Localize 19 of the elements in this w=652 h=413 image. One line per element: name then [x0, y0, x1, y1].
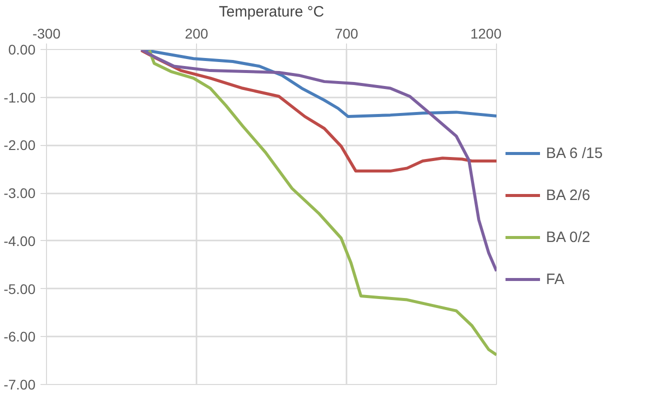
y-tick-label: -6.00 — [4, 328, 36, 345]
y-tick-label: -4.00 — [4, 232, 36, 249]
legend-label: BA 0/2 — [546, 228, 590, 246]
legend-label: BA 2/6 — [546, 186, 590, 204]
y-tick-label: -2.00 — [4, 137, 36, 154]
y-tick-label: 0.00 — [8, 42, 36, 58]
x-tick-label: -300 — [32, 26, 61, 42]
y-tick-label: -1.00 — [4, 89, 36, 106]
y-tick-label: -7.00 — [4, 376, 36, 392]
legend-label: BA 6 /15 — [546, 144, 603, 162]
x-tick-label: 700 — [334, 26, 358, 42]
line-series — [148, 50, 496, 356]
x-axis-title: Temperature °C — [218, 4, 324, 20]
x-tick-label: 200 — [184, 26, 208, 42]
y-tick-label: -3.00 — [4, 185, 36, 202]
line-series — [140, 50, 496, 273]
x-tick-label: 1200 — [470, 26, 502, 42]
y-tick-label: -5.00 — [4, 280, 36, 297]
legend-label: FA — [546, 270, 566, 288]
